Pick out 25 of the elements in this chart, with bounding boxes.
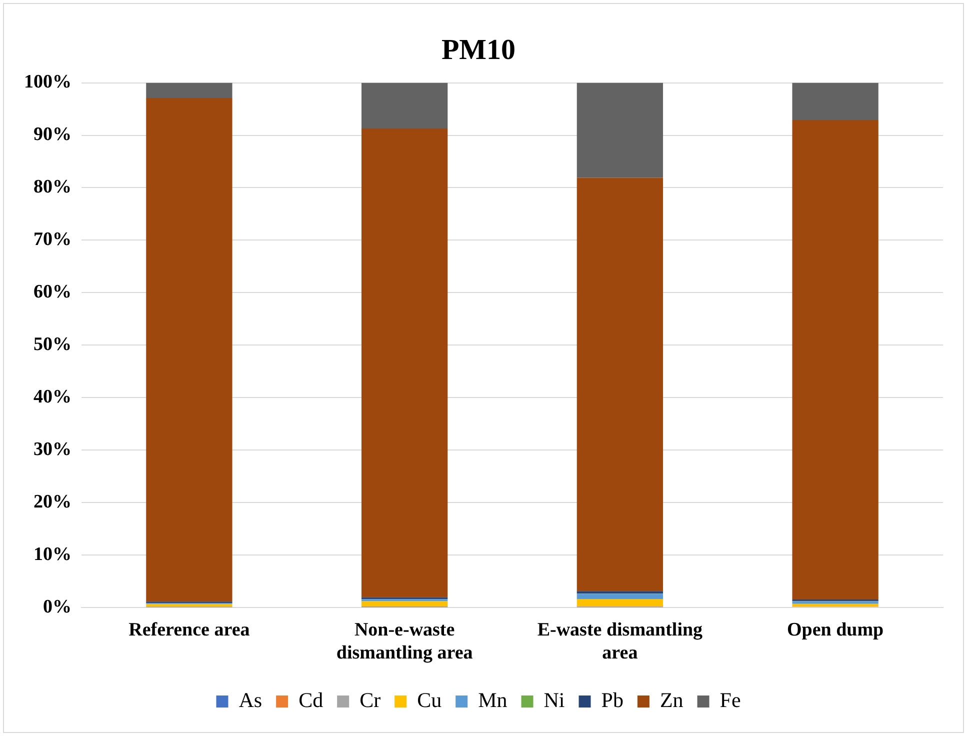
- x-tick-label: Reference area: [128, 620, 250, 641]
- legend-label: Ni: [544, 688, 565, 712]
- y-tick-label: 20%: [34, 491, 72, 512]
- y-tick-label: 40%: [34, 386, 72, 408]
- legend-label: Pb: [601, 688, 624, 712]
- y-tick-label: 50%: [34, 334, 72, 356]
- x-tick-label: E-waste dismantling area: [537, 620, 704, 664]
- x-tick-label: Open dump: [787, 620, 884, 641]
- legend-label: Cd: [298, 688, 324, 712]
- y-tick-label: 90%: [34, 124, 72, 146]
- y-tick-label: 60%: [34, 282, 72, 303]
- y-tick-label: 80%: [34, 176, 72, 198]
- legend-label: Mn: [478, 688, 508, 712]
- y-tick-label: 30%: [34, 438, 72, 460]
- legend-label: Zn: [660, 688, 684, 712]
- y-tick-label: 0%: [43, 596, 72, 618]
- legend-label: Cr: [360, 688, 381, 712]
- legend-label: Cu: [417, 688, 442, 712]
- legend-label: Fe: [720, 688, 741, 712]
- y-tick-label: 100%: [24, 72, 72, 93]
- x-tick-label: Non-e-waste dismantling area: [336, 620, 474, 664]
- y-tick-label: 10%: [34, 544, 72, 565]
- legend-label: As: [238, 688, 262, 712]
- y-tick-label: 70%: [34, 229, 72, 250]
- chart-title: PM10: [441, 34, 516, 66]
